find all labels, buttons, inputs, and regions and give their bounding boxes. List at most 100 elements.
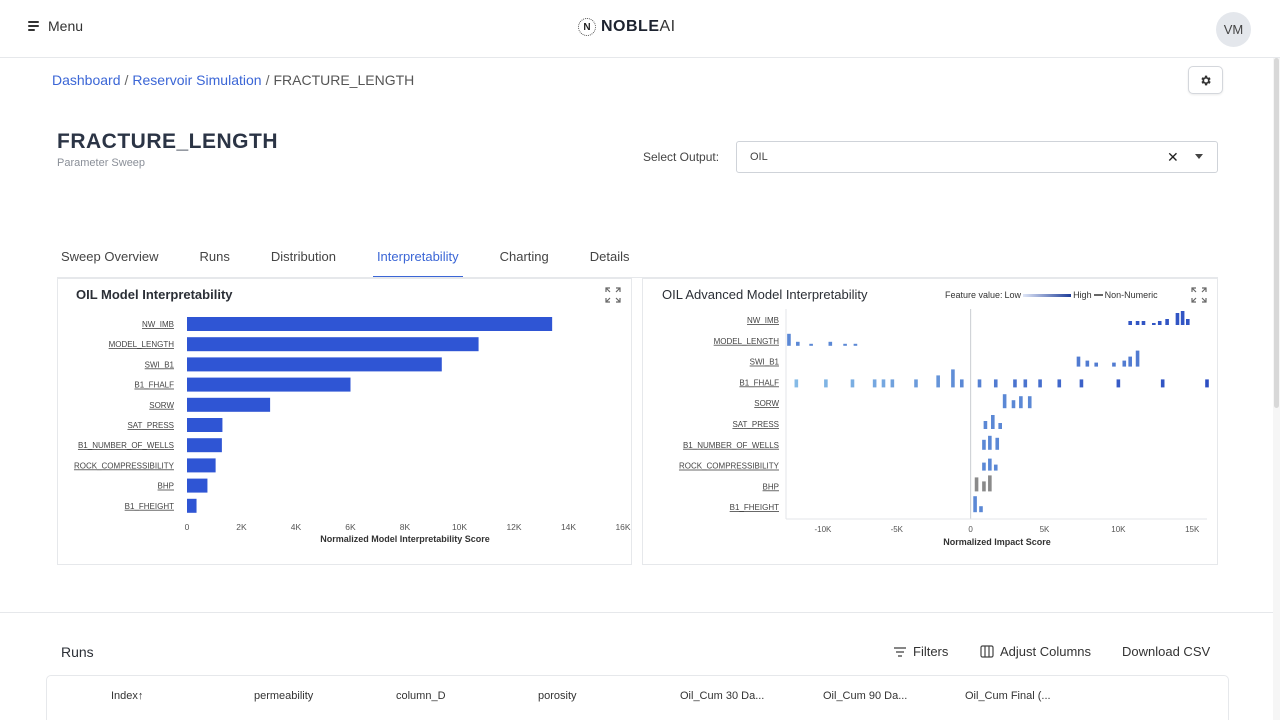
swarm-point[interactable] <box>881 379 886 388</box>
page-scrollbar[interactable] <box>1273 58 1280 720</box>
swarm-point[interactable] <box>1205 379 1209 388</box>
breadcrumb-dashboard-link[interactable]: Dashboard <box>52 72 121 88</box>
swarm-point[interactable] <box>988 458 992 471</box>
swarm-point[interactable] <box>1023 379 1028 388</box>
swarm-point[interactable] <box>1019 396 1023 409</box>
swarm-point[interactable] <box>1013 379 1017 388</box>
bar[interactable] <box>187 317 553 331</box>
swarm-point[interactable] <box>1116 379 1121 388</box>
swarm-point[interactable] <box>959 379 964 388</box>
swarm-point[interactable] <box>951 369 955 388</box>
swarm-point[interactable] <box>809 343 813 346</box>
download-csv-button[interactable]: Download CSV <box>1122 644 1211 659</box>
bar[interactable] <box>187 377 351 392</box>
swarm-point[interactable] <box>1165 319 1169 325</box>
swarm-point[interactable] <box>1027 396 1032 409</box>
swarm-point[interactable] <box>1135 350 1140 367</box>
column-header-oil-cum-90[interactable]: Oil_Cum 90 Da... <box>823 690 908 702</box>
swarm-point[interactable] <box>1175 313 1180 325</box>
column-header-index[interactable]: Index↑ <box>111 690 144 702</box>
swarm-point[interactable] <box>850 379 855 388</box>
swarm-point[interactable] <box>1122 360 1127 367</box>
column-header-oil-cum-final[interactable]: Oil_Cum Final (... <box>965 690 1051 702</box>
tab-distribution[interactable]: Distribution <box>270 249 336 264</box>
bar[interactable] <box>187 478 208 493</box>
bar[interactable] <box>187 438 222 453</box>
swarm-point[interactable] <box>988 435 992 450</box>
swarm-point[interactable] <box>914 379 918 388</box>
swarm-point[interactable] <box>1085 360 1090 367</box>
swarm-point[interactable] <box>977 379 982 388</box>
swarm-point[interactable] <box>1002 394 1007 409</box>
bar[interactable] <box>187 458 216 473</box>
bar[interactable] <box>187 337 479 352</box>
bar[interactable] <box>187 397 271 412</box>
tab-runs[interactable]: Runs <box>199 249 230 264</box>
user-avatar[interactable]: VM <box>1216 12 1251 47</box>
swarm-point[interactable] <box>872 379 877 388</box>
bar[interactable] <box>187 498 197 513</box>
swarm-point[interactable] <box>1135 321 1140 325</box>
swarm-point[interactable] <box>1160 379 1165 388</box>
clear-icon[interactable]: ✕ <box>1167 149 1179 165</box>
swarm-point[interactable] <box>843 343 847 346</box>
swarm-point[interactable] <box>1057 379 1062 388</box>
swarm-point[interactable] <box>794 379 799 388</box>
swarm-point[interactable] <box>973 496 977 513</box>
swarm-point[interactable] <box>787 333 791 346</box>
scrollbar-thumb[interactable] <box>1274 58 1279 408</box>
swarm-point[interactable] <box>1180 311 1185 325</box>
select-output-dropdown[interactable]: OIL ✕ <box>736 141 1218 173</box>
settings-button[interactable] <box>1188 66 1223 94</box>
swarm-point[interactable] <box>982 481 986 492</box>
swarm-point[interactable] <box>995 437 1000 450</box>
breadcrumb-reservoir-simulation-link[interactable]: Reservoir Simulation <box>132 72 262 88</box>
swarm-point[interactable] <box>1128 356 1132 367</box>
swarm-point[interactable] <box>993 379 998 388</box>
tab-details[interactable]: Details <box>589 249 630 264</box>
swarm-point[interactable] <box>828 341 833 346</box>
swarm-point[interactable] <box>1038 379 1042 388</box>
swarm-point[interactable] <box>1152 323 1156 325</box>
feature-value-legend: Feature value: Low High Non-Numeric <box>945 290 1158 300</box>
swarm-point[interactable] <box>974 477 979 492</box>
swarm-point[interactable] <box>982 439 986 450</box>
bar[interactable] <box>187 418 223 432</box>
swarm-point[interactable] <box>979 506 983 513</box>
swarm-point[interactable] <box>991 415 995 429</box>
swarm-point[interactable] <box>1094 362 1099 367</box>
swarm-point[interactable] <box>936 375 940 388</box>
swarm-point[interactable] <box>1079 379 1084 388</box>
swarm-point[interactable] <box>982 462 986 471</box>
swarm-point[interactable] <box>983 421 988 429</box>
swarm-point[interactable] <box>1011 400 1016 409</box>
column-header-permeability[interactable]: permeability <box>254 690 314 702</box>
tab-charting[interactable]: Charting <box>499 249 549 264</box>
tab-sweep-overview[interactable]: Sweep Overview <box>61 249 159 264</box>
swarm-point[interactable] <box>1112 362 1116 367</box>
chevron-down-icon[interactable] <box>1195 154 1203 159</box>
bar[interactable] <box>187 357 442 372</box>
swarm-point[interactable] <box>1076 356 1081 367</box>
swarm-point[interactable] <box>1128 321 1132 325</box>
column-header-column-d[interactable]: column_D <box>396 690 446 702</box>
swarm-point[interactable] <box>998 423 1002 429</box>
swarm-point[interactable] <box>988 475 992 492</box>
swarm-point[interactable] <box>796 341 800 346</box>
adjust-columns-button[interactable]: Adjust Columns <box>980 644 1091 659</box>
column-header-oil-cum-30[interactable]: Oil_Cum 30 Da... <box>680 690 765 702</box>
expand-icon[interactable] <box>604 286 622 304</box>
tab-interpretability[interactable]: Interpretability <box>372 240 463 278</box>
column-header-porosity[interactable]: porosity <box>538 690 577 702</box>
x-tick-label: 0 <box>968 525 973 534</box>
swarm-point[interactable] <box>890 379 895 388</box>
expand-icon[interactable] <box>1190 286 1208 304</box>
swarm-point[interactable] <box>1141 321 1146 325</box>
swarm-point[interactable] <box>1185 319 1190 325</box>
swarm-point[interactable] <box>993 464 998 471</box>
swarm-point[interactable] <box>1157 321 1162 325</box>
swarm-point[interactable] <box>853 343 858 346</box>
swarm-point[interactable] <box>824 379 828 388</box>
filters-button[interactable]: Filters <box>893 644 948 659</box>
menu-button[interactable]: Menu <box>28 18 83 34</box>
